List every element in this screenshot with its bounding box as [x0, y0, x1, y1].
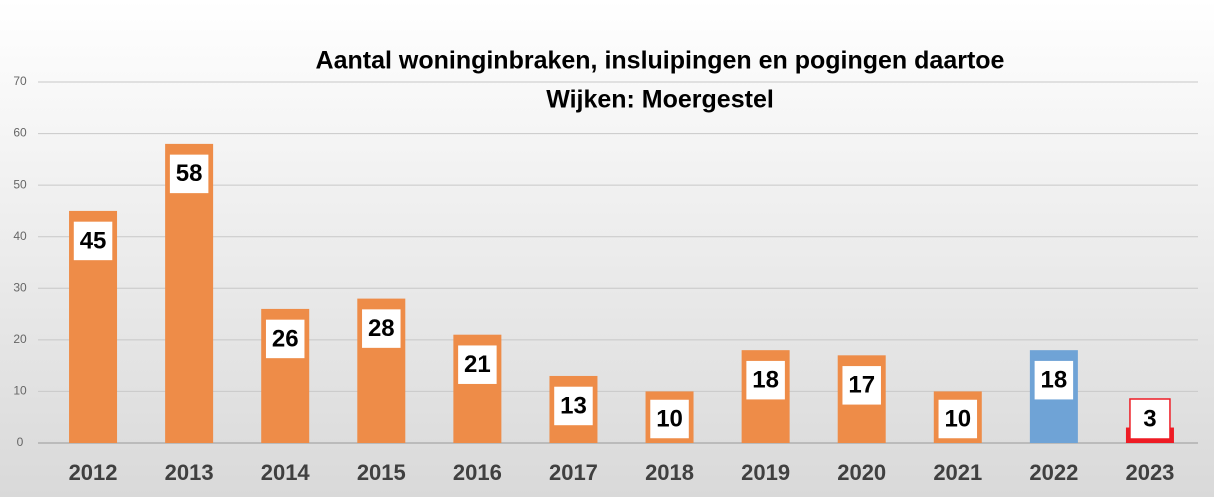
value-label: 3: [1143, 405, 1156, 432]
value-label-box: [648, 398, 691, 440]
value-label: 10: [944, 405, 971, 432]
x-tick-label: 2021: [933, 460, 982, 485]
y-tick-label: 10: [13, 384, 27, 398]
y-tick-label: 60: [13, 126, 27, 140]
x-tick-label: 2023: [1125, 460, 1174, 485]
value-label-box: [744, 359, 787, 401]
x-tick-label: 2022: [1029, 460, 1078, 485]
y-tick-label: 30: [13, 280, 27, 294]
value-label: 26: [272, 325, 299, 352]
value-label-box: [937, 398, 979, 440]
value-label: 18: [752, 367, 779, 394]
value-label-box: [456, 343, 499, 386]
x-tick-label: 2014: [261, 460, 311, 485]
value-label-box: [264, 318, 306, 360]
value-label: 21: [464, 351, 491, 378]
value-label-box: [168, 153, 210, 195]
x-tick-label: 2020: [837, 460, 886, 485]
y-tick-label: 70: [13, 74, 27, 88]
value-label-box: [72, 220, 114, 262]
value-label: 17: [848, 372, 875, 399]
value-label: 10: [656, 405, 683, 432]
value-label-box: [360, 307, 403, 350]
chart-subtitle: Wijken: Moergestel: [546, 86, 774, 114]
value-label-box: [552, 385, 595, 427]
value-label-box: [1033, 359, 1075, 401]
x-tick-label: 2013: [165, 460, 214, 485]
y-tick-label: 20: [13, 332, 27, 346]
value-label-box: [840, 364, 883, 407]
x-tick-label: 2017: [549, 460, 598, 485]
value-label-box: [1129, 398, 1171, 440]
x-tick-label: 2019: [741, 460, 790, 485]
x-tick-label: 2018: [645, 460, 694, 485]
x-tick-label: 2015: [357, 460, 406, 485]
y-tick-label: 50: [13, 177, 27, 191]
value-label: 45: [80, 227, 107, 254]
value-label: 28: [368, 315, 395, 342]
value-label: 18: [1041, 367, 1068, 394]
x-tick-label: 2012: [69, 460, 118, 485]
value-label: 13: [560, 392, 587, 419]
y-tick-label: 0: [17, 435, 24, 449]
value-label: 58: [176, 160, 203, 187]
y-tick-label: 40: [13, 229, 27, 243]
x-tick-label: 2016: [453, 460, 502, 485]
chart-title: Aantal woninginbraken, insluipingen en p…: [316, 47, 1005, 75]
